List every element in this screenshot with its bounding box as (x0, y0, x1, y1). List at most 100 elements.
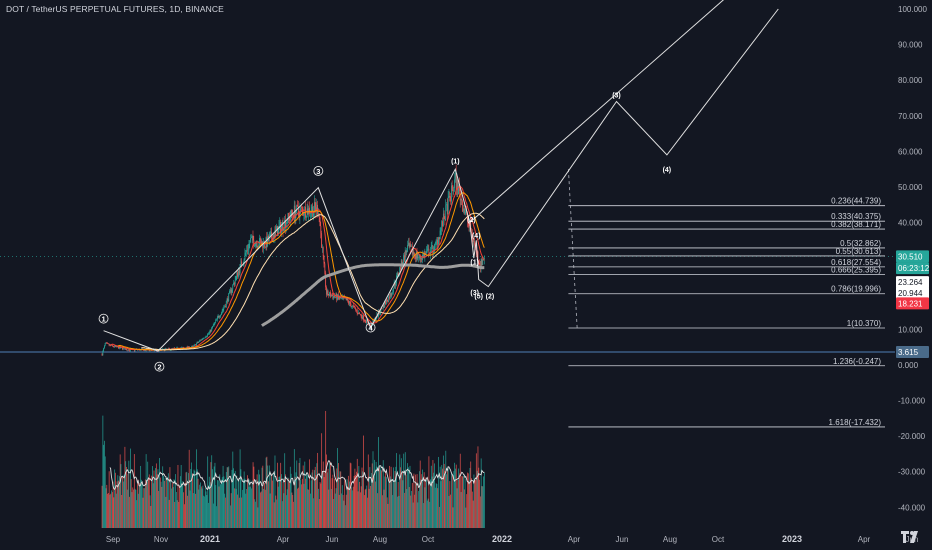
candle-body (391, 293, 393, 296)
candle-body (266, 237, 268, 247)
elliott-wave-path (103, 8, 779, 352)
volume-bar (285, 495, 287, 528)
volume-bar (314, 470, 315, 528)
candle-body (431, 245, 433, 247)
fibonacci-levels: 0.236(44.739) 0.333(40.375)0.382(38.171) 0… (568, 197, 885, 428)
volume-bar (211, 455, 213, 528)
wave-label: (3) (470, 290, 479, 297)
volume-bar (159, 458, 160, 528)
candle-body (277, 227, 279, 236)
level-b-tag-bg (896, 287, 929, 300)
volume-bar (442, 468, 443, 528)
candle-body (204, 337, 206, 338)
projection-dashed-line (568, 169, 578, 329)
volume-bar (112, 481, 114, 528)
candle-body (357, 313, 359, 315)
candle-body (450, 196, 452, 202)
candle-body (241, 261, 243, 266)
candle-body (394, 282, 396, 286)
volume-bar (268, 481, 269, 528)
candle-body (453, 188, 455, 191)
volume-bar (208, 476, 210, 528)
candle-body (330, 295, 332, 297)
volume-bar (414, 494, 416, 528)
volume-bar (216, 480, 218, 528)
candle-body (229, 290, 230, 294)
volume-bar (120, 464, 122, 528)
volume-bar (356, 458, 358, 528)
candle-body (104, 345, 105, 349)
volume-bar (122, 475, 123, 528)
volume-bar (107, 493, 109, 528)
volume-bar (325, 410, 327, 528)
candle-body (166, 348, 168, 350)
wave-label: 4 (368, 324, 373, 333)
candle-body (474, 241, 476, 246)
candle-body (464, 212, 466, 214)
candle-body (217, 316, 219, 318)
y-tick-label: 60.000 (898, 147, 923, 156)
candle-body (380, 308, 382, 313)
volume-bar (316, 463, 318, 528)
candle-body (416, 252, 418, 259)
candle-body (397, 273, 399, 276)
candle-body (171, 348, 173, 349)
candle-body (436, 239, 438, 243)
candle-body (389, 296, 390, 299)
volume-bar (144, 488, 145, 528)
volume-bar (196, 449, 197, 528)
candle-body (451, 185, 452, 202)
volume-bar (393, 467, 394, 528)
candle-body (251, 237, 252, 239)
volume-bar (331, 478, 333, 528)
wave-label: (3) (612, 92, 621, 99)
candle-body (435, 242, 437, 244)
candle-body (244, 252, 246, 260)
volume-bar (355, 474, 357, 528)
volume-bar (262, 465, 264, 528)
volume-bar (362, 471, 364, 528)
volume-bar (186, 471, 188, 528)
volume-bar (407, 463, 409, 528)
candle-body (352, 305, 353, 307)
volume-bar (479, 479, 480, 528)
candle-body (202, 338, 204, 340)
candle-body (434, 244, 435, 252)
volume-bar (253, 466, 255, 528)
volume-bar (261, 467, 263, 528)
candle-body (411, 246, 412, 247)
candle-body (334, 296, 336, 298)
candle-body (270, 232, 272, 235)
volume-bar (279, 476, 281, 528)
volume-bar (285, 474, 286, 528)
candle-body (223, 307, 225, 310)
candle-body (483, 258, 485, 260)
candle-body (401, 260, 403, 267)
volume-bar (303, 483, 305, 528)
volume-bar (154, 479, 156, 528)
volume-bar (481, 486, 483, 528)
candle-body (311, 206, 313, 212)
candle-body (285, 220, 286, 229)
volume-bar (332, 474, 334, 528)
volume-bar (156, 474, 158, 528)
volume-bar (419, 460, 421, 528)
volume-bar (259, 474, 260, 528)
volume-bar (105, 488, 107, 528)
volume-bar (247, 481, 249, 528)
volume-bar (269, 493, 271, 528)
candle-body (198, 341, 200, 343)
fib-label: 0.236(44.739) (831, 197, 881, 206)
fib-label: 1.618(-17.432) (829, 418, 882, 427)
volume-bar (356, 471, 357, 528)
candle-body (393, 282, 395, 289)
candle-body (365, 321, 367, 323)
volume-bar (400, 467, 401, 528)
candle-body (382, 308, 383, 310)
candle-body (314, 202, 316, 208)
candle-body (463, 208, 464, 212)
volume-bar (237, 494, 239, 528)
candle-body (456, 179, 458, 190)
candle-body (258, 244, 260, 247)
